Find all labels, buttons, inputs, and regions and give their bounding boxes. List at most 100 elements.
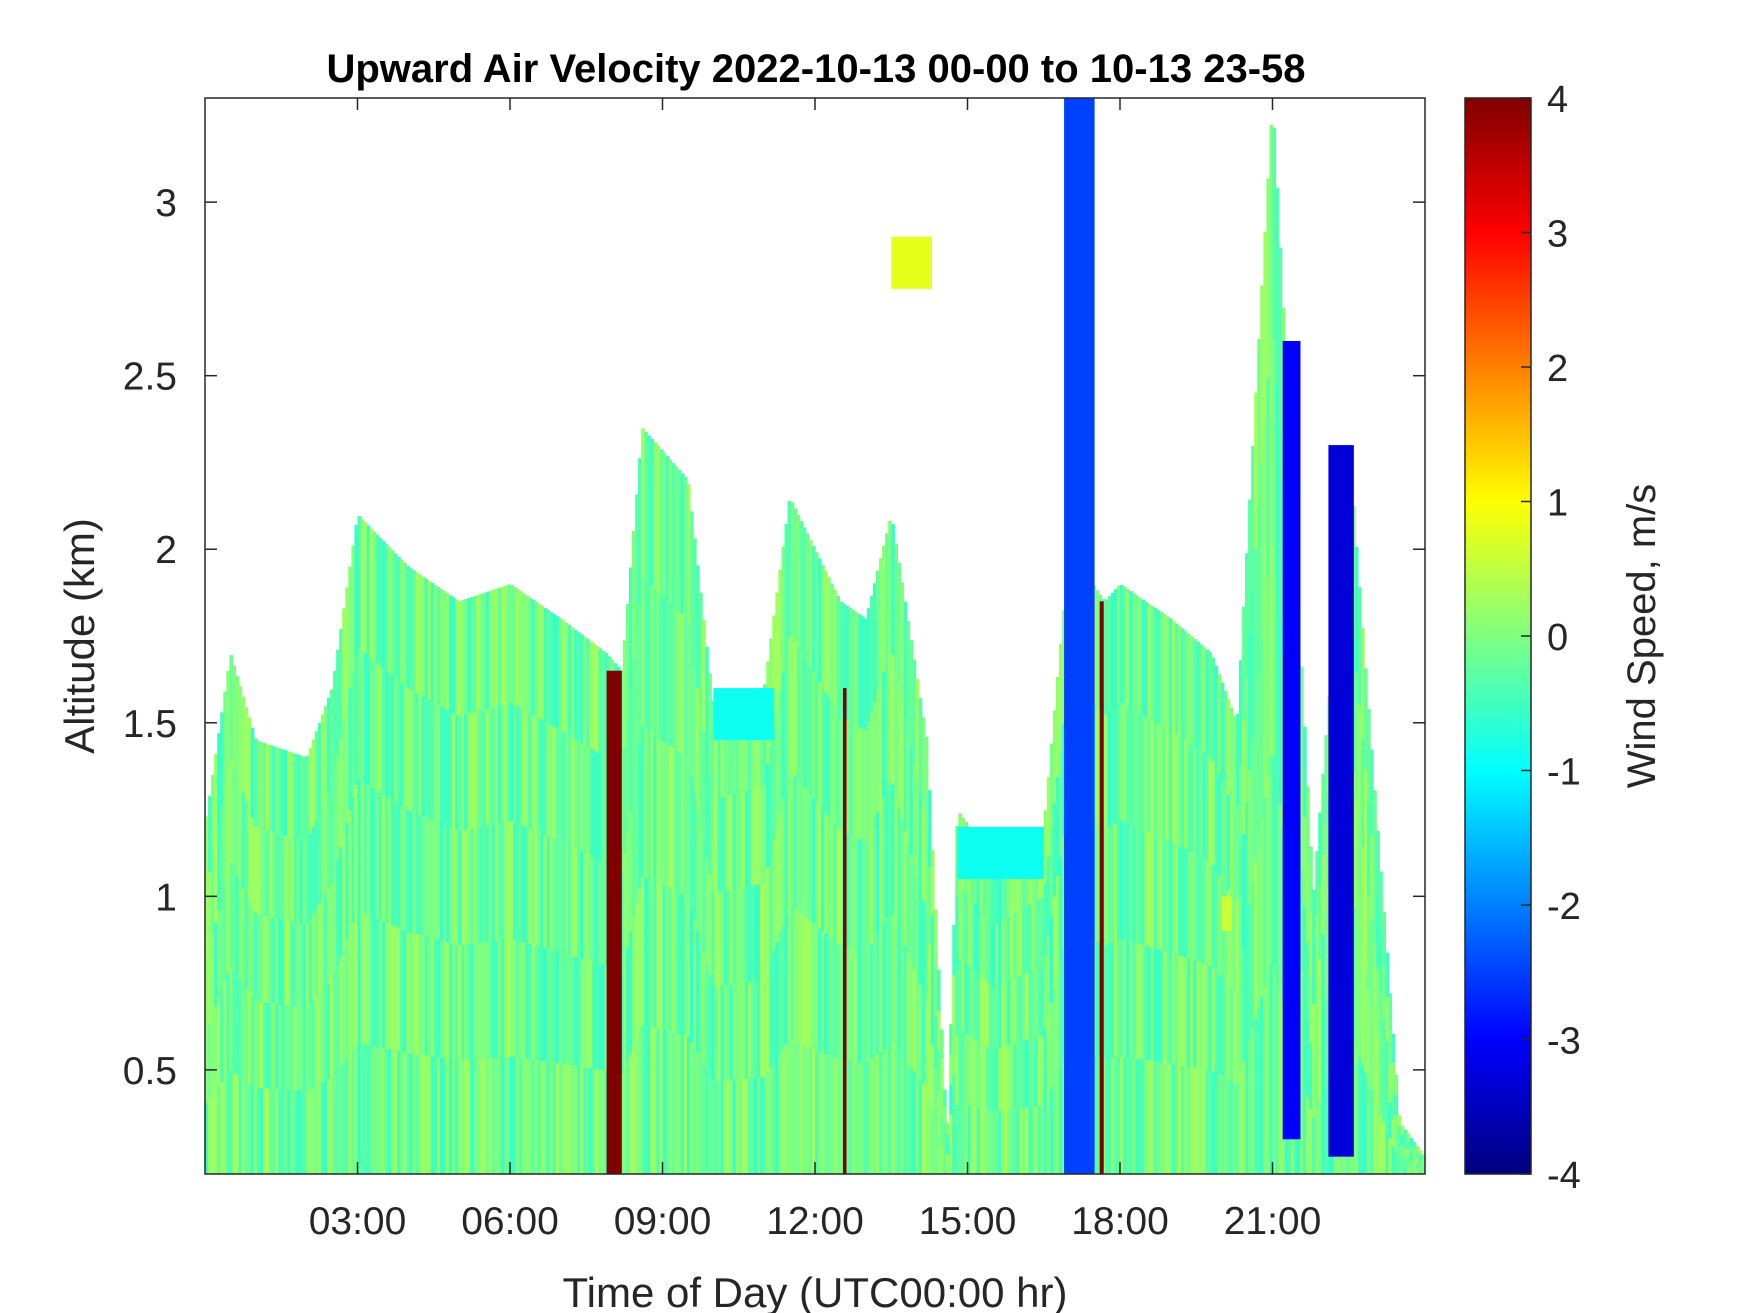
velocity-cell [1306, 864, 1310, 943]
velocity-cell [1415, 1157, 1420, 1164]
velocity-cell [1025, 1039, 1030, 1108]
velocity-cell [400, 559, 404, 684]
velocity-cell [381, 794, 386, 922]
velocity-cell [1168, 729, 1173, 842]
velocity-cell [418, 694, 423, 815]
velocity-cell [671, 889, 676, 1033]
velocity-cell [208, 795, 212, 872]
velocity-cell [665, 456, 670, 601]
velocity-cell [635, 494, 639, 632]
velocity-cell [793, 1040, 798, 1174]
velocity-cell [1120, 702, 1124, 822]
velocity-cell [668, 459, 673, 604]
velocity-cell [714, 986, 718, 1081]
velocity-cell [824, 1053, 828, 1174]
velocity-cell [244, 1080, 249, 1174]
velocity-cell [851, 609, 856, 724]
velocity-cell [305, 839, 310, 924]
velocity-cell [772, 950, 776, 1063]
velocity-cell [205, 816, 209, 889]
velocity-cell [311, 826, 316, 914]
velocity-cell [912, 968, 917, 1072]
velocity-cell [772, 838, 776, 952]
velocity-cell [1043, 810, 1048, 884]
velocity-cell [955, 1034, 959, 1105]
velocity-cell [811, 1048, 816, 1174]
velocity-cell [647, 583, 651, 732]
velocity-cell [1370, 834, 1374, 921]
velocity-cell [1257, 1007, 1261, 1174]
velocity-cell [415, 1053, 420, 1174]
velocity-cell [262, 915, 267, 1003]
velocity-cell [1046, 856, 1051, 937]
velocity-cell [1357, 1056, 1362, 1174]
velocity-cell [677, 751, 682, 893]
velocity-cell [314, 1085, 319, 1174]
velocity-cell [1034, 968, 1039, 1038]
velocity-cell [909, 746, 914, 855]
velocity-cell [741, 790, 746, 888]
velocity-cell [323, 1080, 328, 1174]
velocity-cell [232, 1072, 237, 1174]
velocity-cell [1364, 668, 1368, 771]
velocity-cell [1184, 848, 1188, 958]
velocity-cell [839, 830, 844, 946]
velocity-cell [717, 891, 722, 987]
velocity-cell [308, 747, 313, 834]
velocity-cell [296, 1006, 301, 1091]
velocity-cell [1010, 1108, 1014, 1174]
velocity-cell [537, 945, 542, 1061]
velocity-cell [1059, 749, 1063, 857]
velocity-cell [1220, 682, 1225, 782]
velocity-cell [940, 1087, 944, 1117]
velocity-cell [1193, 853, 1197, 961]
velocity-cell [632, 916, 636, 1046]
velocity-cell [778, 932, 783, 1054]
velocity-cell [391, 799, 395, 926]
velocity-cell [982, 913, 987, 980]
velocity-cell [711, 890, 715, 986]
velocity-cell [693, 792, 697, 921]
velocity-cell [348, 1052, 352, 1174]
velocity-cell [543, 607, 548, 722]
velocity-cell [775, 1057, 779, 1174]
velocity-cell [1223, 884, 1228, 982]
velocity-cell [580, 1066, 584, 1174]
velocity-cell [985, 1045, 990, 1111]
velocity-cell [714, 892, 718, 987]
velocity-cell [1184, 956, 1188, 1067]
velocity-cell [482, 709, 487, 826]
velocity-cell [638, 458, 642, 602]
velocity-cell [1177, 954, 1182, 1066]
velocity-cell [381, 541, 386, 669]
velocity-cell [604, 965, 609, 1071]
velocity-cell [564, 733, 569, 844]
velocity-cell [693, 665, 697, 794]
velocity-cell [1126, 823, 1130, 941]
velocity-cell [1174, 623, 1179, 735]
velocity-cell [1400, 1125, 1405, 1136]
velocity-cell [1019, 1041, 1023, 1109]
velocity-cell [461, 944, 465, 1060]
velocity-cell [269, 1088, 273, 1174]
velocity-cell [1123, 821, 1127, 940]
velocity-cell [1037, 898, 1042, 969]
velocity-cell [1385, 952, 1389, 998]
velocity-cell [973, 1106, 978, 1174]
velocity-cell [1031, 1106, 1036, 1174]
velocity-cell [293, 921, 298, 1007]
velocity-cell [665, 886, 670, 1032]
velocity-cell [1232, 899, 1237, 992]
velocity-cell [860, 839, 865, 952]
velocity-cell [622, 747, 627, 855]
velocity-cell [1299, 869, 1304, 972]
velocity-cell [696, 565, 700, 688]
velocity-cell [1364, 1072, 1368, 1174]
velocity-cell [796, 778, 801, 911]
velocity-cell [394, 677, 398, 803]
velocity-cell [208, 947, 212, 1024]
velocity-cell [976, 1040, 981, 1108]
velocity-cell [738, 1078, 743, 1174]
velocity-cell [1193, 639, 1197, 747]
